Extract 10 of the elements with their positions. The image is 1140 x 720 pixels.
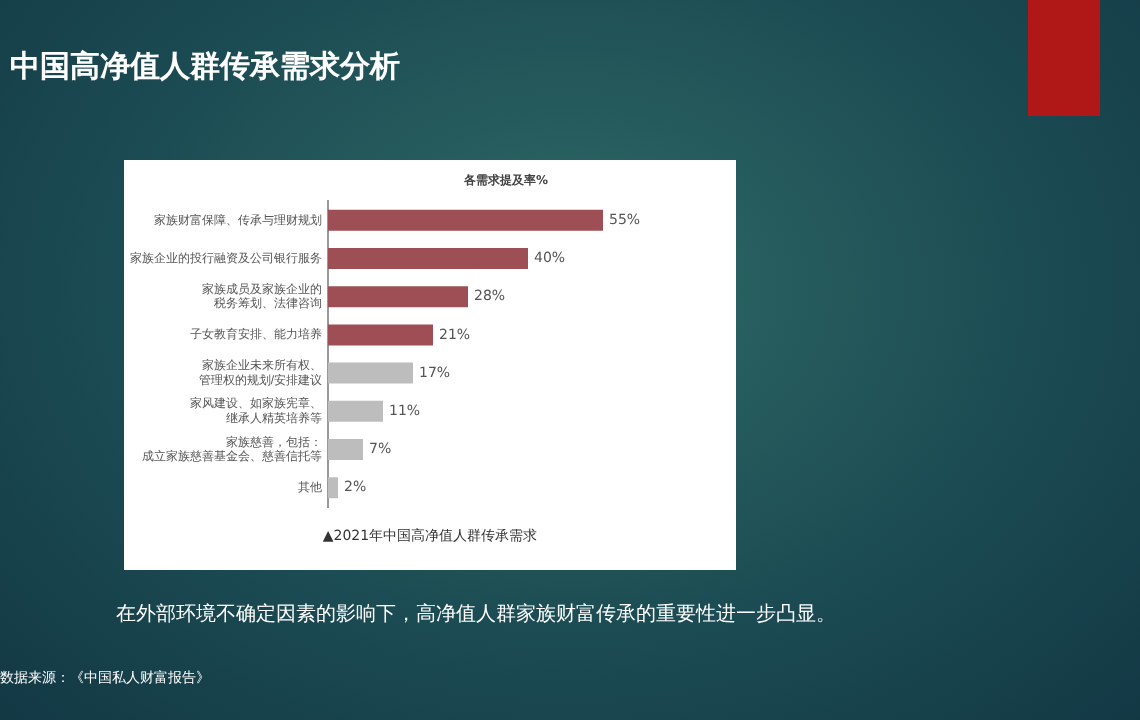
chart-title: 中国高净值人群传承需求分析: [10, 48, 400, 86]
bar: [328, 362, 413, 384]
bar: [328, 400, 383, 422]
bar: [328, 439, 363, 461]
bar: [328, 209, 603, 231]
bar: [328, 286, 468, 308]
bar: [328, 248, 528, 270]
bar: [328, 477, 338, 499]
text: 在外部环境不确定因素的影响下，高净值人群家族财富传承的重要性进一步凸显。: [116, 601, 836, 628]
bar: [328, 324, 433, 346]
